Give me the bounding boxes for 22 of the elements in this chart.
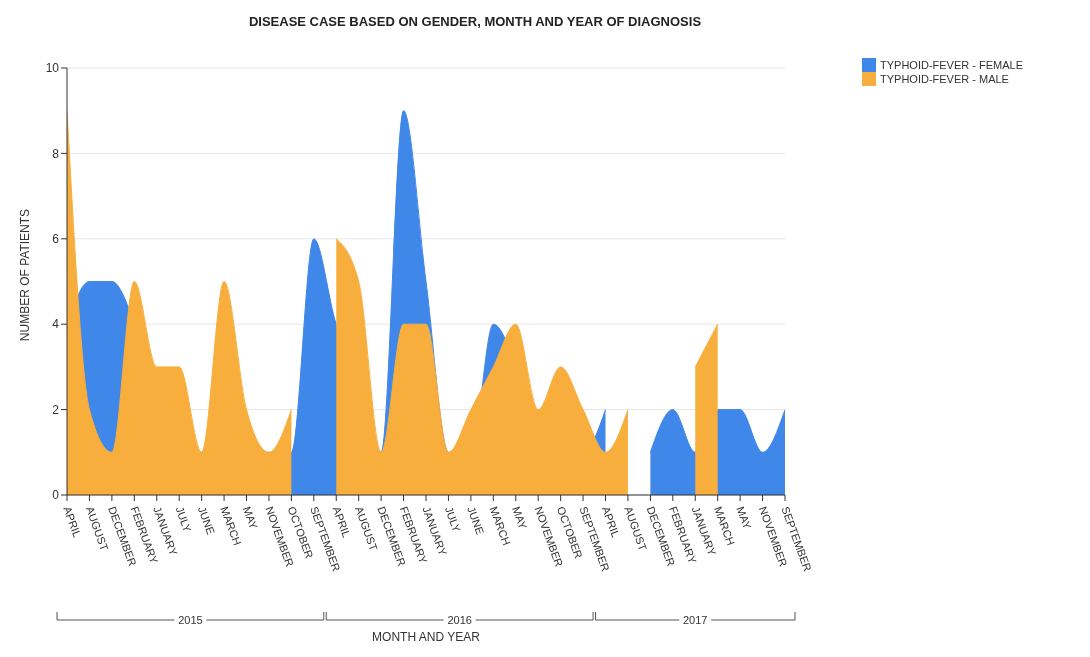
- text: 2016: [447, 614, 472, 626]
- y-tick-label: 6: [52, 232, 60, 247]
- y-axis-title: NUMBER OF PATIENTS: [18, 207, 32, 344]
- text: 2017: [683, 614, 708, 626]
- x-tick-label: JULY: [442, 504, 464, 535]
- x-tick-label: JULY: [173, 504, 194, 535]
- x-tick-label: MAY: [240, 504, 261, 532]
- x-tick-label: APRIL: [61, 504, 84, 539]
- legend-label: TYPHOID-FEVER - FEMALE: [880, 59, 1024, 71]
- x-tick-label: JUNE: [195, 504, 218, 537]
- y-tick-label: 0: [52, 488, 60, 503]
- x-axis-title: MONTH AND YEAR: [371, 630, 481, 644]
- chart-title: DISEASE CASE BASED ON GENDER, MONTH AND YEAR OF DIAGNOSIS: [247, 14, 703, 29]
- y-tick-label: 10: [45, 61, 60, 76]
- legend-label: TYPHOID-FEVER - MALE: [880, 73, 1009, 85]
- y-tick-label: 4: [52, 317, 60, 332]
- x-tick-label: MAY: [734, 504, 754, 532]
- y-tick-label: 2: [52, 402, 60, 417]
- x-tick-label: JUNE: [465, 504, 487, 537]
- y-tick-label: 8: [52, 146, 60, 161]
- text: 2015: [178, 614, 203, 626]
- x-tick-label: MAY: [510, 504, 530, 532]
